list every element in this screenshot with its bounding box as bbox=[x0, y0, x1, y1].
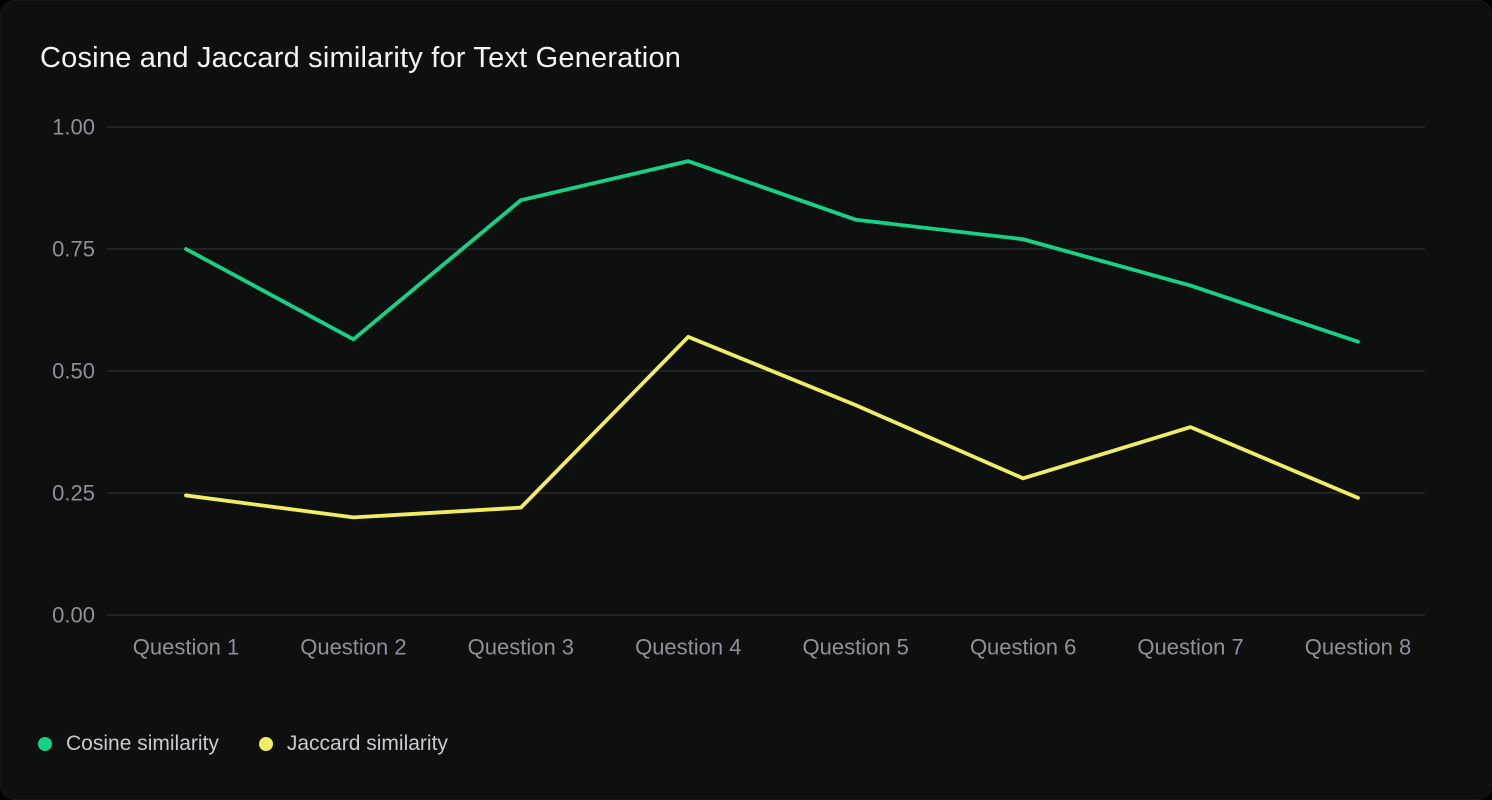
y-tick-label-0.75: 0.75 bbox=[52, 237, 95, 262]
y-tick-label-1.00: 1.00 bbox=[52, 115, 95, 140]
legend-label: Cosine similarity bbox=[66, 732, 219, 755]
x-tick-label-5: Question 5 bbox=[803, 635, 909, 660]
legend-label: Jaccard similarity bbox=[286, 732, 448, 755]
chart-title: Cosine and Jaccard similarity for Text G… bbox=[40, 42, 682, 74]
series-line-jaccard-similarity bbox=[184, 334, 1360, 520]
chart-legend: Cosine similarity Jaccard similarity bbox=[38, 732, 448, 756]
legend-item-cosine-similarity[interactable]: Cosine similarity bbox=[38, 732, 219, 756]
x-tick-label-7: Question 7 bbox=[1137, 635, 1243, 660]
legend-dot-icon bbox=[258, 737, 273, 751]
x-tick-label-3: Question 3 bbox=[468, 635, 574, 660]
legend-item-jaccard-similarity[interactable]: Jaccard similarity bbox=[258, 732, 448, 756]
x-tick-label-1: Question 1 bbox=[133, 635, 239, 660]
x-tick-label-6: Question 6 bbox=[970, 635, 1076, 660]
x-tick-label-2: Question 2 bbox=[300, 635, 406, 660]
series-line-cosine-similarity bbox=[184, 159, 1360, 344]
x-tick-label-4: Question 4 bbox=[635, 635, 741, 660]
x-tick-label-8: Question 8 bbox=[1305, 635, 1411, 660]
legend-dot-icon bbox=[38, 737, 52, 751]
y-tick-label-0.00: 0.00 bbox=[52, 603, 95, 628]
y-tick-label-0.50: 0.50 bbox=[52, 359, 95, 384]
y-tick-label-0.25: 0.25 bbox=[52, 481, 95, 506]
